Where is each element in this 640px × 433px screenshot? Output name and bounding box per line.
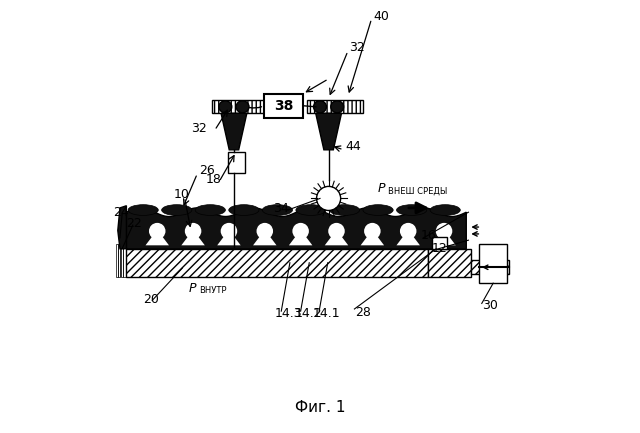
Text: 16: 16 xyxy=(421,229,437,242)
Text: 14.3: 14.3 xyxy=(275,307,303,320)
Text: 18: 18 xyxy=(206,174,222,187)
Ellipse shape xyxy=(195,205,225,216)
Text: 14.2: 14.2 xyxy=(294,307,322,320)
Text: 38: 38 xyxy=(274,99,293,113)
Text: 44: 44 xyxy=(345,140,361,153)
Ellipse shape xyxy=(219,101,232,113)
Text: 20: 20 xyxy=(143,293,159,306)
Circle shape xyxy=(317,186,340,210)
FancyBboxPatch shape xyxy=(432,237,447,249)
Text: 32: 32 xyxy=(191,122,207,135)
Circle shape xyxy=(257,223,273,239)
Ellipse shape xyxy=(314,101,326,113)
Ellipse shape xyxy=(228,205,259,216)
FancyBboxPatch shape xyxy=(227,152,244,174)
Polygon shape xyxy=(145,230,169,246)
Text: 22: 22 xyxy=(127,217,142,230)
Text: 32: 32 xyxy=(349,41,365,54)
Text: 12: 12 xyxy=(432,242,447,255)
Text: 34: 34 xyxy=(273,202,289,215)
Text: 28: 28 xyxy=(355,306,371,319)
Text: Фиг. 1: Фиг. 1 xyxy=(295,401,345,415)
Text: ВНУТР: ВНУТР xyxy=(198,286,226,295)
Ellipse shape xyxy=(331,101,344,113)
Text: 24: 24 xyxy=(113,206,129,219)
Ellipse shape xyxy=(363,205,393,216)
Circle shape xyxy=(185,223,202,239)
Polygon shape xyxy=(181,230,205,246)
FancyBboxPatch shape xyxy=(479,245,507,283)
Polygon shape xyxy=(289,230,312,246)
Polygon shape xyxy=(432,230,456,246)
Polygon shape xyxy=(324,230,348,246)
Polygon shape xyxy=(118,206,127,249)
FancyBboxPatch shape xyxy=(212,100,268,113)
Polygon shape xyxy=(360,230,384,246)
Ellipse shape xyxy=(430,205,460,216)
Text: 10: 10 xyxy=(173,187,189,200)
Text: 14.1: 14.1 xyxy=(313,307,340,320)
Circle shape xyxy=(221,223,237,239)
Ellipse shape xyxy=(296,205,326,216)
FancyBboxPatch shape xyxy=(307,100,363,113)
Text: 26: 26 xyxy=(198,164,214,177)
Circle shape xyxy=(328,223,345,239)
FancyBboxPatch shape xyxy=(470,260,509,274)
Circle shape xyxy=(436,223,452,239)
FancyBboxPatch shape xyxy=(264,94,303,117)
Ellipse shape xyxy=(236,101,249,113)
Polygon shape xyxy=(396,230,420,246)
Circle shape xyxy=(292,223,309,239)
Circle shape xyxy=(149,223,166,239)
Circle shape xyxy=(364,223,381,239)
FancyBboxPatch shape xyxy=(127,249,428,277)
Ellipse shape xyxy=(128,205,158,216)
Circle shape xyxy=(400,223,417,239)
Text: 30: 30 xyxy=(482,300,498,313)
Text: Р: Р xyxy=(189,282,196,295)
Ellipse shape xyxy=(262,205,292,216)
Polygon shape xyxy=(217,230,241,246)
Text: 40: 40 xyxy=(374,10,390,23)
FancyBboxPatch shape xyxy=(428,249,470,277)
Ellipse shape xyxy=(330,205,360,216)
Polygon shape xyxy=(221,113,247,150)
Polygon shape xyxy=(127,208,467,249)
Ellipse shape xyxy=(397,205,427,216)
Text: Р: Р xyxy=(378,182,385,195)
Polygon shape xyxy=(316,113,342,150)
Text: ВНЕШ СРЕДЫ: ВНЕШ СРЕДЫ xyxy=(388,186,447,195)
Polygon shape xyxy=(253,230,276,246)
Ellipse shape xyxy=(162,205,192,216)
